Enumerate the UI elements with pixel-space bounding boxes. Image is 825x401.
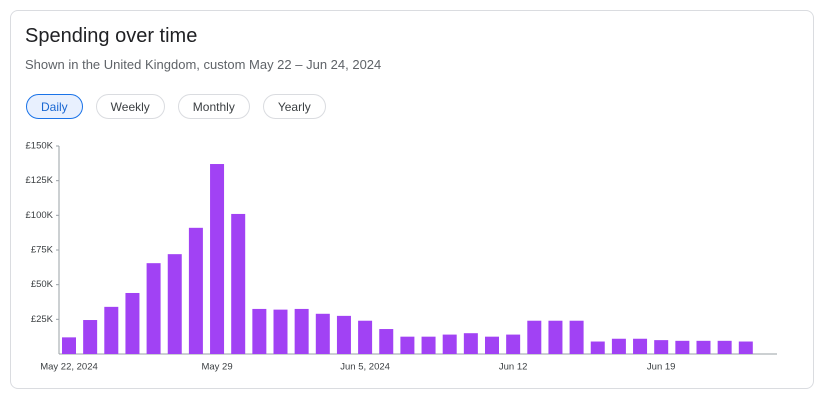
title: Spending over time xyxy=(25,25,198,47)
x-tick-label: May 22, 2024 xyxy=(40,362,98,373)
y-tick-label: £50K xyxy=(31,279,54,290)
y-tick-label: £100K xyxy=(26,210,54,221)
tab-button[interactable]: Yearly xyxy=(262,94,326,119)
x-tick-label: May 29 xyxy=(201,362,232,373)
bar xyxy=(231,213,246,354)
bar xyxy=(379,329,394,354)
card: Spending over time Shown in the United K… xyxy=(10,10,814,389)
bar xyxy=(548,320,563,354)
bar xyxy=(738,341,753,354)
bar xyxy=(633,338,648,354)
bar xyxy=(421,336,436,354)
bar xyxy=(569,320,584,354)
bar xyxy=(463,333,478,354)
x-tick-label: Jun 5, 2024 xyxy=(340,362,390,373)
bar xyxy=(400,336,415,354)
bar xyxy=(442,334,457,354)
bar xyxy=(358,320,373,354)
bar xyxy=(675,340,690,354)
x-tick-label: Jun 12 xyxy=(499,362,528,373)
bar xyxy=(294,308,309,354)
tab-button[interactable]: Monthly xyxy=(177,94,250,119)
y-tick-label: £150K xyxy=(26,141,54,152)
bar xyxy=(696,340,711,354)
tab-button[interactable]: Weekly xyxy=(95,94,165,119)
y-tick-label: £25K xyxy=(31,314,54,325)
tab-button[interactable]: Daily xyxy=(26,94,83,119)
bar xyxy=(210,164,225,354)
bar xyxy=(252,308,267,354)
bar xyxy=(104,306,119,354)
y-tick-label: £75K xyxy=(31,245,54,256)
tabs: Daily Weekly Monthly Yearly xyxy=(26,94,326,119)
x-tick-label: Jun 19 xyxy=(647,362,676,373)
bar xyxy=(125,292,140,354)
bar xyxy=(62,337,76,354)
bar xyxy=(188,227,203,354)
bar xyxy=(717,340,732,354)
bar xyxy=(485,336,499,354)
bar xyxy=(83,320,98,354)
bar xyxy=(590,341,605,354)
bar xyxy=(506,334,521,354)
bar xyxy=(611,338,626,354)
y-tick-label: £125K xyxy=(26,175,54,186)
bar xyxy=(336,315,351,354)
bar xyxy=(527,320,542,354)
bar xyxy=(654,340,669,354)
bar xyxy=(273,309,288,354)
bar xyxy=(315,313,330,354)
subtitle: Shown in the United Kingdom, custom May … xyxy=(25,57,382,72)
bar xyxy=(167,254,182,354)
bar xyxy=(146,263,161,354)
